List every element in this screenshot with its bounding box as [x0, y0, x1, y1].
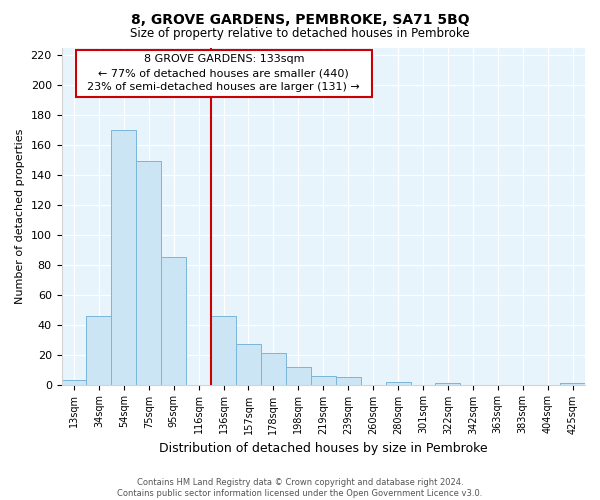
Y-axis label: Number of detached properties: Number of detached properties: [15, 128, 25, 304]
Bar: [211, 316, 236, 384]
Bar: [62, 380, 86, 384]
Text: Contains HM Land Registry data © Crown copyright and database right 2024.
Contai: Contains HM Land Registry data © Crown c…: [118, 478, 482, 498]
Bar: [311, 376, 336, 384]
Bar: [236, 344, 261, 385]
X-axis label: Distribution of detached houses by size in Pembroke: Distribution of detached houses by size …: [159, 442, 488, 455]
Bar: [436, 383, 460, 384]
Bar: [136, 162, 161, 384]
Bar: [336, 377, 361, 384]
Bar: [560, 383, 585, 384]
Text: Size of property relative to detached houses in Pembroke: Size of property relative to detached ho…: [130, 28, 470, 40]
Bar: [161, 257, 186, 384]
Bar: [286, 366, 311, 384]
Bar: [112, 130, 136, 384]
Text: 8, GROVE GARDENS, PEMBROKE, SA71 5BQ: 8, GROVE GARDENS, PEMBROKE, SA71 5BQ: [131, 12, 469, 26]
Text: 8 GROVE GARDENS: 133sqm  
  ← 77% of detached houses are smaller (440)  
  23% o: 8 GROVE GARDENS: 133sqm ← 77% of detache…: [80, 54, 367, 92]
Bar: [86, 316, 112, 384]
Bar: [261, 353, 286, 384]
Bar: [386, 382, 410, 384]
